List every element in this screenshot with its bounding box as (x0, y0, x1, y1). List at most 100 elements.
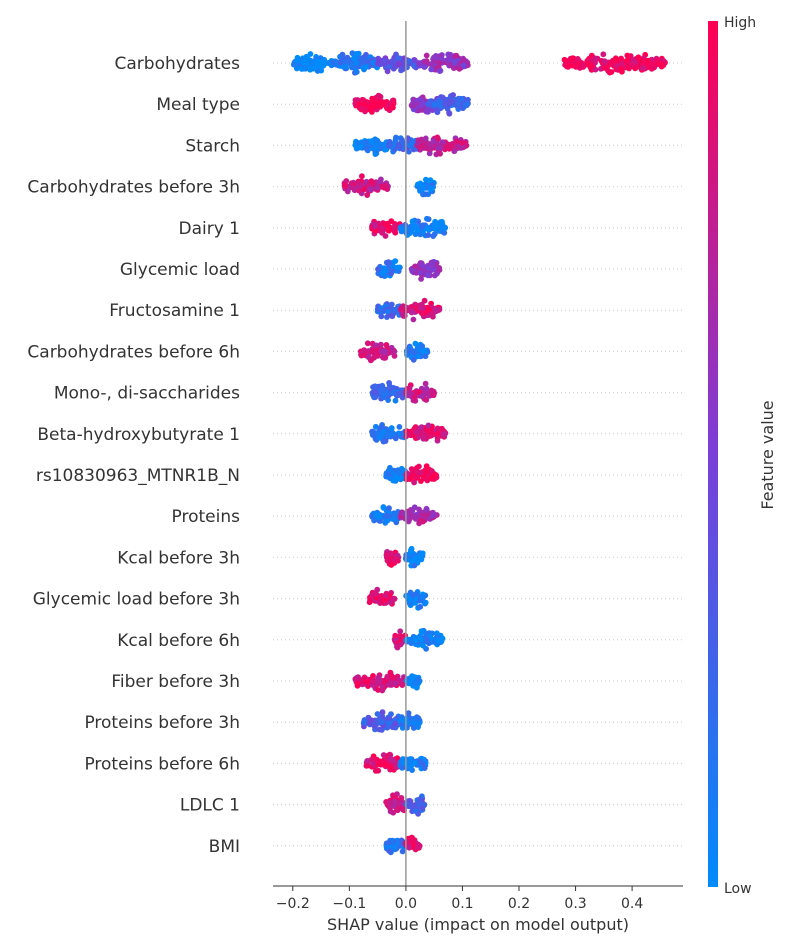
shap-point (368, 178, 375, 185)
shap-point (418, 628, 425, 635)
shap-point (410, 316, 417, 323)
shap-point (630, 57, 637, 63)
shap-point (389, 104, 396, 110)
shap-point (434, 134, 441, 141)
shap-point (424, 272, 431, 279)
shap-point (384, 673, 391, 680)
shap-point (380, 141, 387, 148)
shap-point (361, 186, 367, 193)
shap-point (359, 96, 366, 103)
shap-point (447, 98, 454, 105)
shap-point (294, 57, 300, 64)
shap-point (423, 512, 430, 519)
x-tick-label: 0.3 (564, 896, 586, 912)
shap-point (350, 55, 357, 62)
shap-point (447, 51, 454, 58)
shap-point (437, 150, 443, 157)
shap-point (395, 55, 401, 61)
shap-point (424, 225, 431, 232)
shap-point (376, 677, 383, 683)
shap-point (383, 590, 390, 597)
colorbar-low-label: Low (724, 881, 752, 897)
shap-point (374, 711, 381, 717)
feature-labels: Carbohydrates Meal type Starch Carbohydrate… (27, 54, 240, 857)
shap-point (423, 505, 430, 512)
feature-label: Carbohydrates before 3h (27, 178, 240, 198)
feature-label: Proteins before 3h (84, 713, 240, 733)
feature-label: Starch (185, 136, 240, 156)
shap-point (384, 517, 391, 524)
shap-point (372, 423, 379, 430)
shap-point (375, 92, 382, 99)
feature-label: Beta-hydroxybutyrate 1 (37, 425, 240, 445)
shap-point (398, 679, 404, 685)
shap-point (411, 479, 417, 486)
shap-point (406, 510, 412, 517)
shap-point (436, 60, 443, 66)
shap-point (427, 177, 434, 184)
shap-point (398, 67, 404, 74)
shap-point (431, 101, 438, 108)
shap-point (314, 68, 321, 74)
shap-point (618, 65, 624, 72)
shap-point (420, 228, 426, 235)
x-axis-ticks: −0.2 −0.1 0.0 0.1 0.2 0.3 0.4 (276, 886, 643, 912)
x-tick-label: 0.4 (621, 896, 643, 912)
feature-label: Kcal before 3h (117, 548, 240, 568)
shap-point (419, 594, 426, 601)
shap-point (456, 65, 463, 72)
shap-point (417, 186, 423, 193)
shap-point (383, 342, 390, 348)
shap-point (419, 393, 425, 400)
shap-point (382, 233, 389, 239)
feature-label: Carbohydrates before 6h (27, 342, 240, 362)
shap-point (379, 429, 386, 436)
shap-point (357, 143, 364, 150)
shap-point (363, 762, 370, 769)
shap-point (380, 269, 387, 276)
shap-point (359, 173, 365, 180)
shap-point (418, 424, 424, 431)
shap-point (321, 58, 328, 65)
shap-point (396, 424, 403, 430)
shap-point (634, 63, 641, 70)
x-tick-label: 0.1 (451, 896, 473, 912)
shap-point (392, 229, 399, 236)
shap-point (422, 135, 429, 142)
shap-point (416, 506, 422, 513)
shap-point (370, 347, 377, 354)
shap-point (379, 709, 386, 716)
shap-point (395, 642, 401, 649)
shap-point (439, 218, 445, 225)
shap-point (619, 60, 625, 67)
shap-point (400, 313, 407, 319)
shap-point (372, 768, 379, 774)
shap-point (415, 137, 422, 144)
shap-point (375, 514, 382, 520)
shap-point (421, 63, 428, 70)
shap-point (423, 176, 429, 183)
shap-point (417, 554, 424, 561)
shap-point (420, 191, 426, 198)
feature-label: Carbohydrates (115, 54, 241, 74)
shap-point (379, 101, 386, 107)
x-tick-label: −0.1 (332, 896, 366, 912)
shap-point (386, 505, 392, 512)
shap-point (592, 66, 599, 73)
x-tick-label: −0.2 (276, 896, 310, 912)
shap-point (601, 65, 608, 71)
shap-point (422, 600, 428, 607)
shap-point (408, 547, 414, 554)
shap-point (380, 438, 387, 445)
shap-point (417, 97, 424, 104)
shap-dots (290, 50, 668, 856)
shap-point (343, 58, 350, 65)
shap-point (404, 476, 410, 483)
shap-point (374, 185, 381, 191)
shap-point (420, 182, 427, 189)
shap-point (430, 233, 437, 240)
shap-point (391, 348, 398, 355)
shap-point (406, 680, 413, 686)
shap-point (431, 225, 438, 232)
shap-point (406, 763, 412, 769)
